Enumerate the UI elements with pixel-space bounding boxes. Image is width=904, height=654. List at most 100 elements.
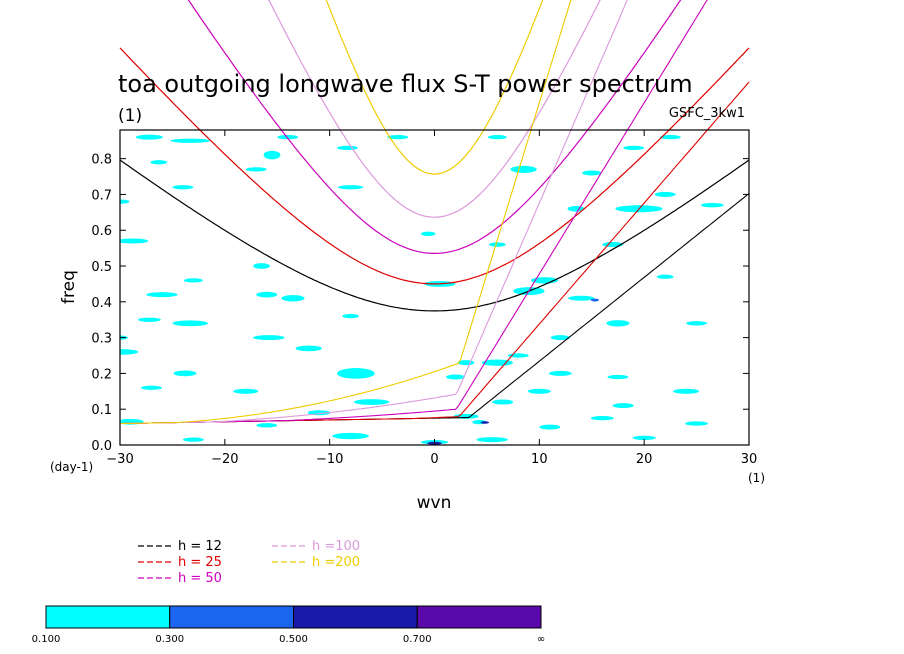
colorbar-segment bbox=[416, 605, 542, 629]
colorbar-segment bbox=[293, 605, 418, 629]
contour-patch bbox=[256, 291, 278, 298]
y-tick-label: 0.6 bbox=[91, 224, 112, 239]
contour-patch bbox=[263, 150, 281, 160]
curve-kelvin-200 bbox=[120, 0, 572, 425]
contour-patch bbox=[172, 185, 194, 190]
contour-patch bbox=[120, 199, 130, 204]
y-axis-ticks: 0.0 0.1 0.2 0.3 0.4 0.5 0.6 0.7 0.8 bbox=[91, 153, 749, 454]
curve-kelvin-100 bbox=[120, 0, 628, 425]
contour-patch bbox=[342, 313, 360, 319]
legend-label: h =100 bbox=[312, 539, 360, 554]
legend-label: h =200 bbox=[312, 555, 360, 570]
y-tick-label: 0.2 bbox=[91, 367, 112, 382]
contour-patch bbox=[277, 135, 299, 140]
colorbar: 0.100 0.300 0.500 0.700 ∞ bbox=[32, 605, 545, 645]
y-tick-label: 0.5 bbox=[91, 260, 112, 275]
contour-patch bbox=[590, 416, 614, 421]
x-axis-ticks: −30 −20 −10 0 10 20 30 bbox=[106, 130, 757, 467]
contour-patch bbox=[672, 388, 700, 394]
legend-label: h = 50 bbox=[178, 571, 222, 586]
contour-patch bbox=[446, 374, 465, 380]
contour-patch bbox=[582, 170, 602, 176]
contour-patch bbox=[420, 231, 436, 236]
contour-patch bbox=[685, 421, 709, 426]
contour-patch bbox=[510, 165, 537, 173]
contour-patch bbox=[527, 388, 551, 394]
y-tick-label: 0.1 bbox=[91, 403, 112, 418]
colorbar-segment bbox=[45, 605, 171, 629]
contour-patch bbox=[481, 359, 514, 366]
colorbar-label: ∞ bbox=[537, 634, 545, 645]
contour-patch bbox=[150, 160, 168, 165]
x-tick-label: 20 bbox=[636, 452, 653, 467]
contour-patch bbox=[120, 349, 139, 355]
y-tick-label: 0.4 bbox=[91, 296, 112, 311]
colorbar-label: 0.700 bbox=[403, 634, 432, 645]
contour-patch bbox=[233, 388, 259, 394]
legend-label: h = 12 bbox=[178, 539, 222, 554]
colorbar-label: 0.100 bbox=[32, 634, 61, 645]
contour-patch bbox=[146, 292, 178, 298]
contour-patch bbox=[476, 437, 508, 443]
contour-patch bbox=[590, 298, 600, 302]
y-tick-label: 0.8 bbox=[91, 153, 112, 168]
x-axis-unit: (1) bbox=[748, 471, 765, 485]
contour-patch bbox=[295, 345, 322, 352]
contour-patches bbox=[120, 134, 724, 445]
contour-patch bbox=[659, 135, 681, 140]
contour-patch bbox=[607, 374, 629, 380]
contour-patch bbox=[337, 368, 375, 379]
contour-patch bbox=[245, 167, 267, 172]
colorbar-label: 0.300 bbox=[155, 634, 184, 645]
y-axis-label: freq bbox=[59, 270, 79, 304]
contour-patch bbox=[173, 370, 197, 377]
contour-patch bbox=[487, 135, 507, 140]
contour-patch bbox=[140, 385, 162, 390]
x-tick-label: −10 bbox=[316, 452, 343, 467]
x-tick-label: 30 bbox=[741, 452, 758, 467]
legend-label: h = 25 bbox=[178, 555, 222, 570]
x-tick-label: −20 bbox=[211, 452, 238, 467]
curve-ig-50 bbox=[187, 0, 682, 254]
curve-kelvin-50 bbox=[120, 0, 708, 425]
chart-subtitle: (1) bbox=[118, 106, 142, 126]
curve-ig-200 bbox=[325, 0, 544, 175]
contour-patch bbox=[632, 435, 656, 440]
x-axis-label: wvn bbox=[417, 493, 452, 513]
contour-patch bbox=[489, 242, 506, 247]
contour-patch bbox=[492, 399, 514, 405]
contour-patch bbox=[480, 421, 490, 424]
contour-patch bbox=[253, 335, 285, 341]
contour-patch bbox=[135, 134, 163, 140]
y-tick-label: 0.7 bbox=[91, 188, 112, 203]
contour-patch bbox=[654, 191, 676, 197]
contour-patch bbox=[686, 321, 708, 326]
chart-title: toa outgoing longwave flux S-T power spe… bbox=[118, 70, 693, 98]
contour-patch bbox=[256, 423, 278, 428]
curve-ig-12 bbox=[119, 159, 750, 312]
contour-patch bbox=[137, 317, 161, 322]
x-tick-label: −30 bbox=[106, 452, 133, 467]
contour-patch bbox=[700, 203, 724, 208]
contour-patch bbox=[183, 278, 203, 283]
curve-ig-100 bbox=[268, 0, 601, 218]
x-tick-label: 10 bbox=[531, 452, 548, 467]
contour-patch bbox=[172, 320, 209, 327]
contour-patch bbox=[332, 432, 369, 440]
contour-patch bbox=[548, 370, 572, 376]
contour-patch bbox=[612, 403, 634, 409]
contour-patch bbox=[338, 185, 364, 190]
chart-tag: GSFC_3kw1 bbox=[669, 106, 745, 121]
colorbar-segment bbox=[169, 605, 294, 629]
curve-kelvin-12 bbox=[120, 193, 750, 425]
contour-patch bbox=[656, 274, 674, 279]
y-tick-label: 0.3 bbox=[91, 332, 112, 347]
y-axis-unit: (day-1) bbox=[50, 460, 93, 474]
contour-patch bbox=[170, 138, 211, 143]
dispersion-curves bbox=[119, 0, 750, 425]
contour-patch bbox=[568, 295, 595, 301]
contour-patch bbox=[182, 437, 204, 442]
contour-patch bbox=[253, 263, 270, 269]
